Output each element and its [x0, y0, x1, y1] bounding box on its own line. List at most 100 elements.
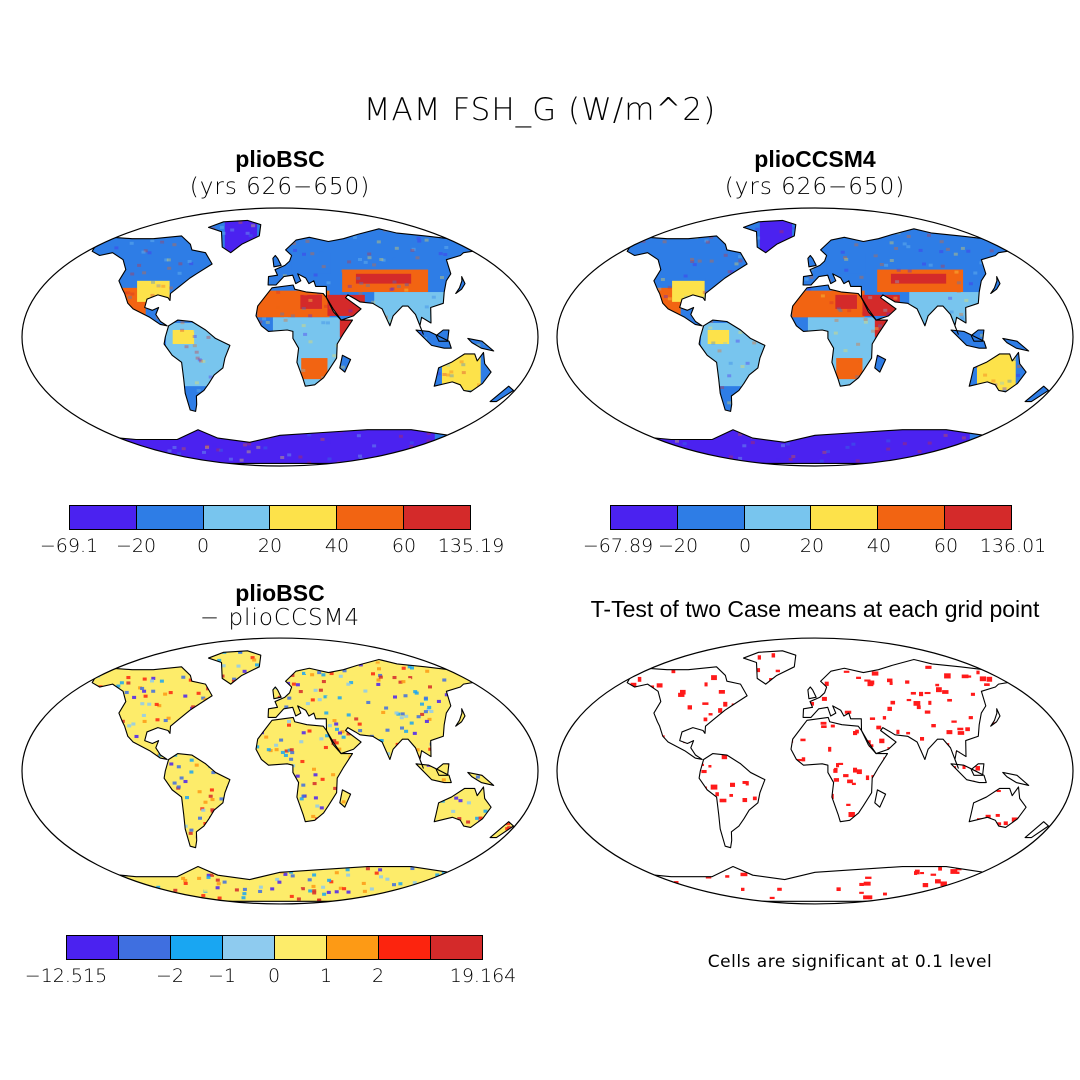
coastline-newguinea [1002, 337, 1030, 352]
coastline-namerica [626, 235, 748, 327]
colorbar-label: 135.19 [437, 535, 505, 557]
colorbar-label: 60 [933, 535, 959, 557]
coastline-uk [807, 254, 817, 268]
colorbar-label: −12.515 [24, 965, 108, 987]
coastline-eurasia [267, 658, 482, 769]
coastline-borneo [970, 763, 985, 776]
panel-1-colorbar [69, 505, 471, 530]
colorbar-swatch [945, 506, 1011, 529]
coastline-indonesia [415, 763, 452, 784]
coastline-borneo [970, 329, 985, 342]
coastline-newzealand [489, 385, 515, 403]
coastline-greenland [742, 219, 797, 254]
colorbar-swatch [337, 506, 405, 529]
colorbar-swatch [275, 936, 327, 959]
colorbar-swatch [136, 506, 204, 529]
coastline-namerica [626, 666, 748, 761]
coastline-madagascar [874, 354, 887, 373]
colorbar-label: 2 [371, 965, 385, 987]
coastline-australia [968, 786, 1027, 829]
coastline-africa [255, 716, 354, 823]
colorbar-swatch [404, 506, 470, 529]
colorbar-label: −67.89 [582, 535, 654, 557]
colorbar-swatch [878, 506, 946, 529]
coastline-greenland [207, 219, 262, 254]
colorbar-label: −69.1 [39, 535, 99, 557]
coastline-japan [990, 708, 1001, 727]
colorbar-swatch [431, 936, 482, 959]
colorbar-swatch [327, 936, 379, 959]
colorbar-label: −20 [115, 535, 157, 557]
coastline-samerica [698, 753, 766, 849]
coastline-uk [807, 686, 817, 700]
colorbar-swatch [611, 506, 678, 529]
significance-note: Cells are significant at 0.1 level [707, 952, 993, 972]
coastline-madagascar [874, 789, 887, 808]
panel-1-subtitle: (yrs 626−650) [189, 174, 371, 200]
figure-title: MAM FSH_G (W/m^2) [363, 92, 717, 128]
coastline-namerica [91, 235, 213, 327]
coastline-africa [255, 284, 354, 387]
colorbar-swatch [67, 936, 119, 959]
colorbar-label: 0 [196, 535, 210, 557]
coastline-samerica [163, 319, 231, 412]
colorbar-swatch [203, 506, 271, 529]
coastline-japan [455, 708, 466, 727]
colorbar-swatch [744, 506, 812, 529]
map-border [21, 637, 539, 905]
panel-3-title: plioBSC [235, 580, 325, 606]
panel-1-map [21, 207, 539, 467]
colorbar-label: 136.01 [979, 535, 1047, 557]
colorbar-label: −20 [657, 535, 699, 557]
coastline-japan [455, 276, 466, 295]
coastline-uk [272, 254, 282, 268]
colorbar-swatch [270, 506, 338, 529]
colorbar-label: 1 [319, 965, 333, 987]
panel-4-map [556, 637, 1074, 905]
coastline-newguinea [467, 337, 495, 352]
coastline-greenland [742, 650, 797, 685]
coastline-namerica [91, 666, 213, 761]
coastline-africa [790, 284, 889, 387]
colorbar-swatch [379, 936, 431, 959]
coastline-newzealand [1024, 821, 1050, 839]
colorbar-swatch [171, 936, 223, 959]
map-border [21, 207, 539, 467]
map-border [556, 637, 1074, 905]
coastline-indonesia [415, 329, 452, 349]
coastline-australia [433, 786, 492, 829]
colorbar-label: 40 [866, 535, 892, 557]
panel-2-map [556, 207, 1074, 467]
coastline-eurasia [802, 658, 1017, 769]
panel-1-title: plioBSC [235, 146, 325, 172]
panel-2-colorbar [610, 505, 1012, 530]
colorbar-label: 20 [257, 535, 283, 557]
coastline-greenland [207, 650, 262, 685]
colorbar-label: 19.164 [449, 965, 517, 987]
coastline-newguinea [1002, 771, 1030, 786]
panel-2-subtitle: (yrs 626−650) [724, 174, 906, 200]
coastline-newzealand [1024, 385, 1050, 403]
coastline-madagascar [339, 354, 352, 373]
colorbar-swatch [223, 936, 275, 959]
coastline-madagascar [339, 789, 352, 808]
coastline-eurasia [802, 228, 1017, 335]
coastline-australia [433, 351, 492, 393]
panel-4-title: T-Test of two Case means at each grid po… [590, 596, 1040, 622]
colorbar-swatch [811, 506, 879, 529]
coastline-samerica [163, 753, 231, 849]
colorbar-label: 0 [267, 965, 281, 987]
colorbar-label: −2 [155, 965, 185, 987]
coastline-newzealand [489, 821, 515, 839]
panel-2-title: plioCCSM4 [754, 146, 876, 172]
colorbar-label: 20 [799, 535, 825, 557]
coastline-indonesia [950, 329, 987, 349]
panel-3-colorbar [66, 935, 483, 960]
coastline-africa [790, 716, 889, 823]
coastline-australia [968, 351, 1027, 393]
coastline-japan [990, 276, 1001, 295]
coastline-borneo [435, 329, 450, 342]
colorbar-label: 0 [738, 535, 752, 557]
panel-3-subtitle: − plioCCSM4 [199, 605, 361, 631]
colorbar-swatch [119, 936, 171, 959]
